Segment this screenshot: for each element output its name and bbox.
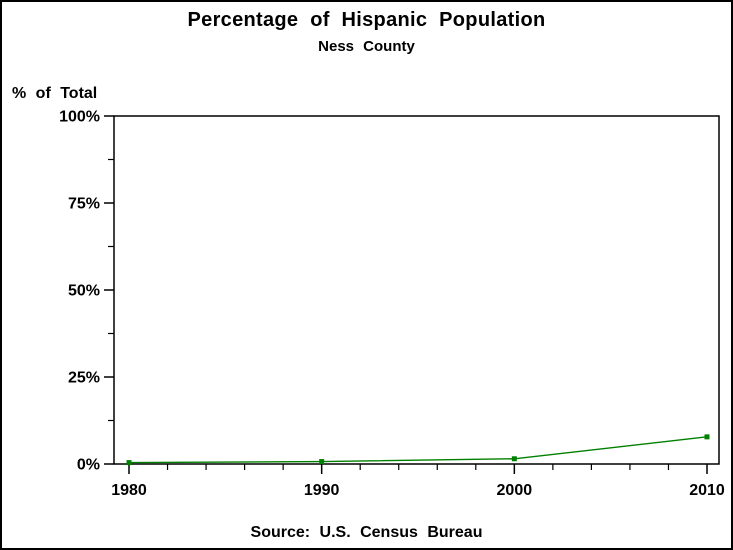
plot-frame [113,115,720,465]
x-tick-label: 2010 [689,482,725,499]
y-axis-title: % of Total [12,85,98,102]
data-point-marker [704,434,710,440]
x-tick-label: 1990 [304,482,340,499]
data-point-marker [126,460,132,466]
chart-subtitle: Ness County [318,38,415,55]
y-tick-label: 50% [68,283,100,300]
x-tick-label: 2000 [497,482,533,499]
source-note: Source: U.S. Census Bureau [250,524,483,541]
y-tick-label: 75% [68,196,100,213]
series-line [128,436,708,464]
y-tick-label: 0% [77,457,100,474]
y-tick-label: 100% [59,109,100,126]
x-tick-label: 1980 [111,482,147,499]
data-point-marker [319,459,325,465]
y-tick-label: 25% [68,370,100,387]
data-point-marker [511,456,517,462]
chart-title: Percentage of Hispanic Population [187,9,546,31]
